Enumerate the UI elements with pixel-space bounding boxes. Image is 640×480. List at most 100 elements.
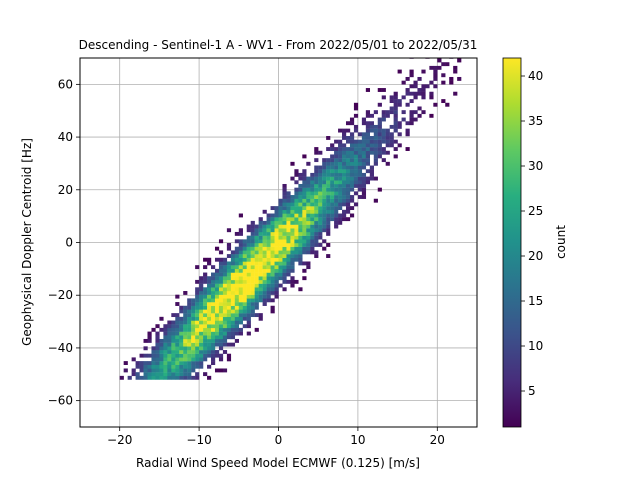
heatmap-cell bbox=[349, 176, 355, 181]
heatmap-cell bbox=[290, 268, 295, 273]
heatmap-cell bbox=[183, 290, 188, 295]
heatmap-cell bbox=[342, 217, 347, 222]
heatmap-cell bbox=[405, 128, 410, 133]
heatmap-cell bbox=[330, 191, 335, 196]
heatmap-cell bbox=[270, 235, 275, 240]
heatmap-cell bbox=[230, 272, 236, 277]
heatmap-cell bbox=[377, 117, 382, 122]
heatmap-cell bbox=[238, 298, 243, 303]
heatmap-cell bbox=[246, 279, 251, 284]
heatmap-cell bbox=[326, 209, 331, 214]
heatmap-cell bbox=[349, 117, 355, 122]
heatmap-cell bbox=[318, 228, 323, 233]
heatmap-cell bbox=[171, 357, 176, 362]
heatmap-cell bbox=[294, 202, 299, 207]
heatmap-cell bbox=[401, 117, 406, 122]
heatmap-cell bbox=[242, 265, 247, 270]
heatmap-cell bbox=[203, 357, 208, 362]
heatmap-cell bbox=[286, 202, 291, 207]
heatmap-cell bbox=[175, 316, 180, 321]
heatmap-cell bbox=[167, 350, 172, 354]
heatmap-cell bbox=[167, 361, 172, 365]
heatmap-cell bbox=[246, 276, 251, 281]
heatmap-cell bbox=[298, 246, 303, 251]
heatmap-cell bbox=[254, 254, 259, 258]
heatmap-cell bbox=[250, 298, 255, 303]
heatmap-cell bbox=[409, 84, 414, 89]
heatmap-cell bbox=[405, 147, 410, 151]
heatmap-cell bbox=[377, 187, 382, 192]
heatmap-cell bbox=[254, 313, 259, 318]
heatmap-cell bbox=[302, 202, 307, 207]
heatmap-cell bbox=[230, 268, 236, 273]
heatmap-cell bbox=[238, 331, 243, 336]
heatmap-cell bbox=[314, 195, 319, 199]
heatmap-cell bbox=[357, 154, 363, 159]
heatmap-cell bbox=[349, 147, 355, 151]
heatmap-cell bbox=[195, 342, 200, 347]
heatmap-cell bbox=[258, 224, 263, 229]
heatmap-cell bbox=[238, 272, 243, 277]
heatmap-cell bbox=[294, 239, 299, 244]
heatmap-cell bbox=[270, 228, 275, 233]
heatmap-cell bbox=[318, 243, 323, 247]
heatmap-cell bbox=[338, 154, 343, 159]
heatmap-cell bbox=[238, 265, 243, 270]
heatmap-cell bbox=[357, 180, 363, 185]
heatmap-cell bbox=[258, 279, 263, 284]
heatmap-cell bbox=[238, 305, 243, 310]
heatmap-cell bbox=[211, 338, 216, 343]
colorbar-tick-label: 5 bbox=[528, 384, 536, 398]
heatmap-cell bbox=[322, 209, 327, 214]
heatmap-cell bbox=[377, 154, 382, 159]
heatmap-cell bbox=[226, 298, 232, 303]
heatmap-cell bbox=[338, 198, 343, 203]
heatmap-cell bbox=[211, 331, 216, 336]
heatmap-cell bbox=[203, 305, 208, 310]
heatmap-cell bbox=[179, 357, 184, 362]
heatmap-cell bbox=[310, 231, 315, 236]
heatmap-cell bbox=[302, 176, 307, 181]
heatmap-cell bbox=[167, 335, 172, 340]
heatmap-cell bbox=[318, 187, 323, 192]
heatmap-cell bbox=[286, 195, 291, 199]
heatmap-cell bbox=[262, 287, 267, 292]
heatmap-cell bbox=[306, 195, 311, 199]
heatmap-cell bbox=[203, 338, 208, 343]
heatmap-cell bbox=[330, 209, 335, 214]
heatmap-cell bbox=[345, 139, 351, 144]
heatmap-cell bbox=[175, 313, 180, 318]
heatmap-cell bbox=[357, 139, 363, 144]
heatmap-cell bbox=[187, 368, 192, 373]
heatmap-cell bbox=[294, 231, 299, 236]
heatmap-cell bbox=[322, 172, 327, 177]
heatmap-cell bbox=[191, 302, 196, 306]
heatmap-cell bbox=[338, 150, 343, 155]
heatmap-cell bbox=[345, 191, 351, 196]
heatmap-cell bbox=[322, 228, 327, 233]
heatmap-cell bbox=[441, 99, 446, 104]
heatmap-cell bbox=[302, 195, 307, 199]
heatmap-cell bbox=[131, 357, 136, 362]
heatmap-cell bbox=[326, 202, 331, 207]
heatmap-cell bbox=[266, 294, 271, 299]
heatmap-cell bbox=[361, 132, 367, 137]
heatmap-cell bbox=[258, 294, 263, 299]
heatmap-cell bbox=[330, 154, 335, 159]
heatmap-cell bbox=[326, 213, 331, 218]
heatmap-cell bbox=[218, 250, 224, 255]
heatmap-cell bbox=[433, 76, 438, 81]
heatmap-cell bbox=[143, 346, 148, 351]
heatmap-cell bbox=[274, 243, 279, 247]
heatmap-cell bbox=[199, 287, 204, 292]
heatmap-cell bbox=[171, 372, 176, 377]
heatmap-cell bbox=[171, 346, 176, 351]
heatmap-cell bbox=[250, 294, 255, 299]
heatmap-cell bbox=[143, 353, 148, 358]
heatmap-cell bbox=[326, 165, 331, 170]
heatmap-cell bbox=[437, 65, 442, 70]
heatmap-cell bbox=[191, 375, 196, 380]
heatmap-cell bbox=[183, 357, 188, 362]
heatmap-cell bbox=[203, 346, 208, 351]
heatmap-cell bbox=[226, 327, 232, 332]
